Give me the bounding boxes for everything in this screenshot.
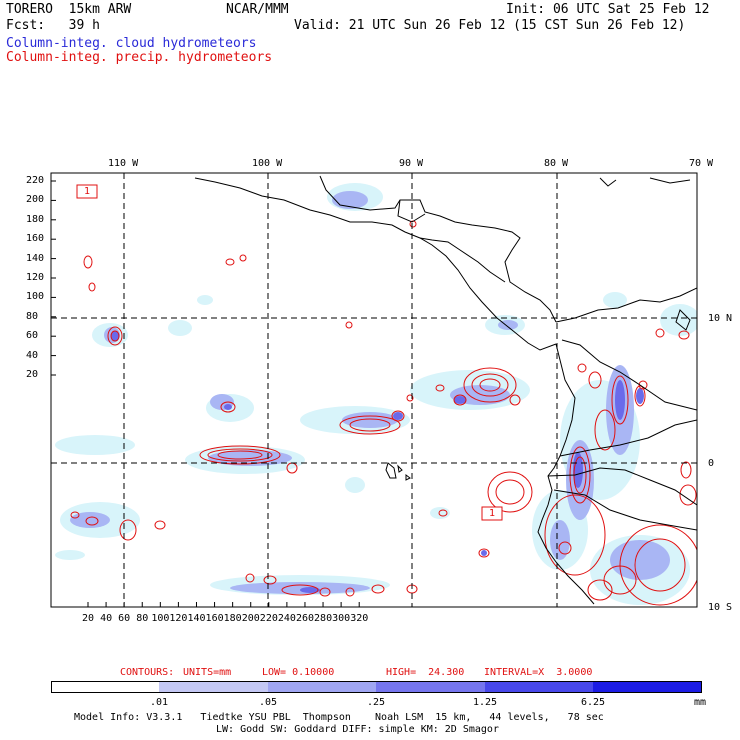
y-tick-label: 200 [26, 194, 45, 206]
x-tick-label: 160 [205, 613, 224, 624]
y-tick-label: 80 [26, 310, 39, 322]
x-tick-label: 180 [223, 613, 242, 624]
colorbar-swatch [593, 681, 702, 693]
y-tick-label: 180 [26, 213, 45, 225]
x-tick-label: 100 [151, 613, 170, 624]
colorbar-level-label: .25 [366, 697, 386, 708]
x-tick-label: 140 [187, 613, 206, 624]
contours-low: LOW= 0.10000 [262, 667, 335, 678]
colorbar-swatch [485, 681, 593, 693]
coastlines [194, 175, 697, 605]
init-time: Init: 06 UTC Sat 25 Feb 12 [506, 2, 710, 17]
x-tick-label: 200 [241, 613, 260, 624]
x-tick-label: 300 [332, 613, 351, 624]
colorbar-unit: mm [694, 697, 707, 708]
x-tick-label: 240 [277, 613, 296, 624]
lat-label-10n: 10 N [708, 313, 733, 324]
cloud-shading-dark [111, 331, 644, 593]
y-tick-label: 60 [26, 330, 39, 342]
lat-label-0: 0 [708, 458, 715, 469]
organization: NCAR/MMM [226, 2, 289, 17]
x-tick-label: 260 [295, 613, 315, 624]
colorbar-level-label: 1.25 [472, 697, 498, 708]
tick-marks [51, 180, 360, 607]
lat-lon-grid [51, 173, 697, 607]
colorbar-swatch [268, 681, 376, 693]
precip-contours [70, 220, 697, 606]
contours-interval: INTERVAL=X 3.0000 [484, 667, 593, 678]
contour-label-1: 1 [84, 186, 91, 197]
y-tick-label: 40 [26, 349, 39, 361]
lon-label-70w: 70 W [689, 158, 714, 169]
model-info: Model Info: V3.3.1 Tiedtke YSU PBL Thomp… [74, 712, 604, 723]
x-tick-label: 120 [169, 613, 188, 624]
model-title: TORERO 15km ARW [6, 2, 132, 17]
lon-label-100w: 100 W [252, 158, 283, 169]
contours-units: UNITS=mm [183, 667, 232, 678]
y-tick-label: 220 [26, 175, 45, 186]
lon-label-90w: 90 W [399, 158, 424, 169]
lat-label-10s: 10 S [708, 602, 733, 613]
y-tick-label: 140 [26, 252, 45, 264]
x-tick-label: 320 [350, 613, 369, 624]
map-frame [50, 172, 698, 608]
contour-label-boxes [76, 184, 503, 521]
x-tick-label: 60 [118, 613, 131, 624]
model-physics: LW: Godd SW: Goddard DIFF: simple KM: 2D… [216, 724, 499, 735]
cloud-shading-light [55, 183, 697, 605]
precip-field-title: Column-integ. precip. hydrometeors [6, 50, 273, 65]
x-tick-label: 80 [136, 613, 149, 624]
y-tick-label: 20 [26, 369, 39, 380]
colorbar-swatch [51, 681, 159, 693]
contours-label: CONTOURS: [120, 667, 175, 678]
y-tick-label: 160 [26, 233, 45, 245]
colorbar-swatch [376, 681, 485, 693]
lon-label-110w: 110 W [108, 158, 139, 169]
y-tick-label: 100 [26, 291, 45, 303]
colorbar-level-label: 6.25 [580, 697, 606, 708]
x-tick-label: 40 [100, 613, 113, 624]
lon-label-80w: 80 W [544, 158, 569, 169]
colorbar-frame [51, 681, 702, 693]
x-tick-label: 220 [259, 613, 278, 624]
x-tick-label: 280 [314, 613, 333, 624]
cloud-field-title: Column-integ. cloud hydrometeors [6, 36, 257, 51]
contours-high: HIGH= 24.300 [386, 667, 465, 678]
colorbar-swatch [159, 681, 268, 693]
contour-label-2: 1 [489, 508, 496, 519]
valid-time: Valid: 21 UTC Sun 26 Feb 12 (15 CST Sun … [294, 18, 686, 33]
colorbar-level-label: .05 [258, 697, 278, 708]
colorbar-level-label: .01 [149, 697, 169, 708]
x-tick-label: 20 [82, 613, 95, 624]
y-tick-label: 120 [26, 272, 45, 283]
forecast-hour: Fcst: 39 h [6, 18, 100, 33]
